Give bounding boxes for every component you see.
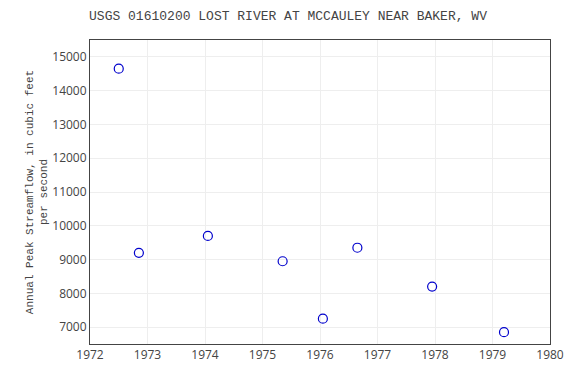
svg-text:1976: 1976 bbox=[306, 346, 334, 363]
svg-text:1978: 1978 bbox=[421, 346, 449, 363]
svg-text:1973: 1973 bbox=[134, 346, 162, 363]
svg-text:1974: 1974 bbox=[191, 346, 219, 363]
svg-text:USGS 01610200 LOST RIVER AT MC: USGS 01610200 LOST RIVER AT MCCAULEY NEA… bbox=[89, 9, 487, 24]
svg-text:13000: 13000 bbox=[52, 116, 86, 133]
svg-text:7000: 7000 bbox=[59, 318, 87, 335]
svg-text:11000: 11000 bbox=[52, 183, 86, 200]
svg-text:1979: 1979 bbox=[479, 346, 507, 363]
svg-text:8000: 8000 bbox=[59, 285, 87, 302]
svg-text:10000: 10000 bbox=[52, 217, 86, 234]
svg-text:12000: 12000 bbox=[52, 149, 86, 166]
svg-text:Annual Peak Streamflow, in cub: Annual Peak Streamflow, in cubic feetper… bbox=[24, 70, 50, 314]
svg-text:1972: 1972 bbox=[76, 346, 104, 363]
svg-text:9000: 9000 bbox=[59, 251, 87, 268]
svg-text:15000: 15000 bbox=[52, 48, 86, 65]
svg-text:1977: 1977 bbox=[364, 346, 392, 363]
svg-text:1975: 1975 bbox=[249, 346, 277, 363]
svg-text:14000: 14000 bbox=[52, 82, 86, 99]
svg-text:1980: 1980 bbox=[536, 346, 564, 363]
